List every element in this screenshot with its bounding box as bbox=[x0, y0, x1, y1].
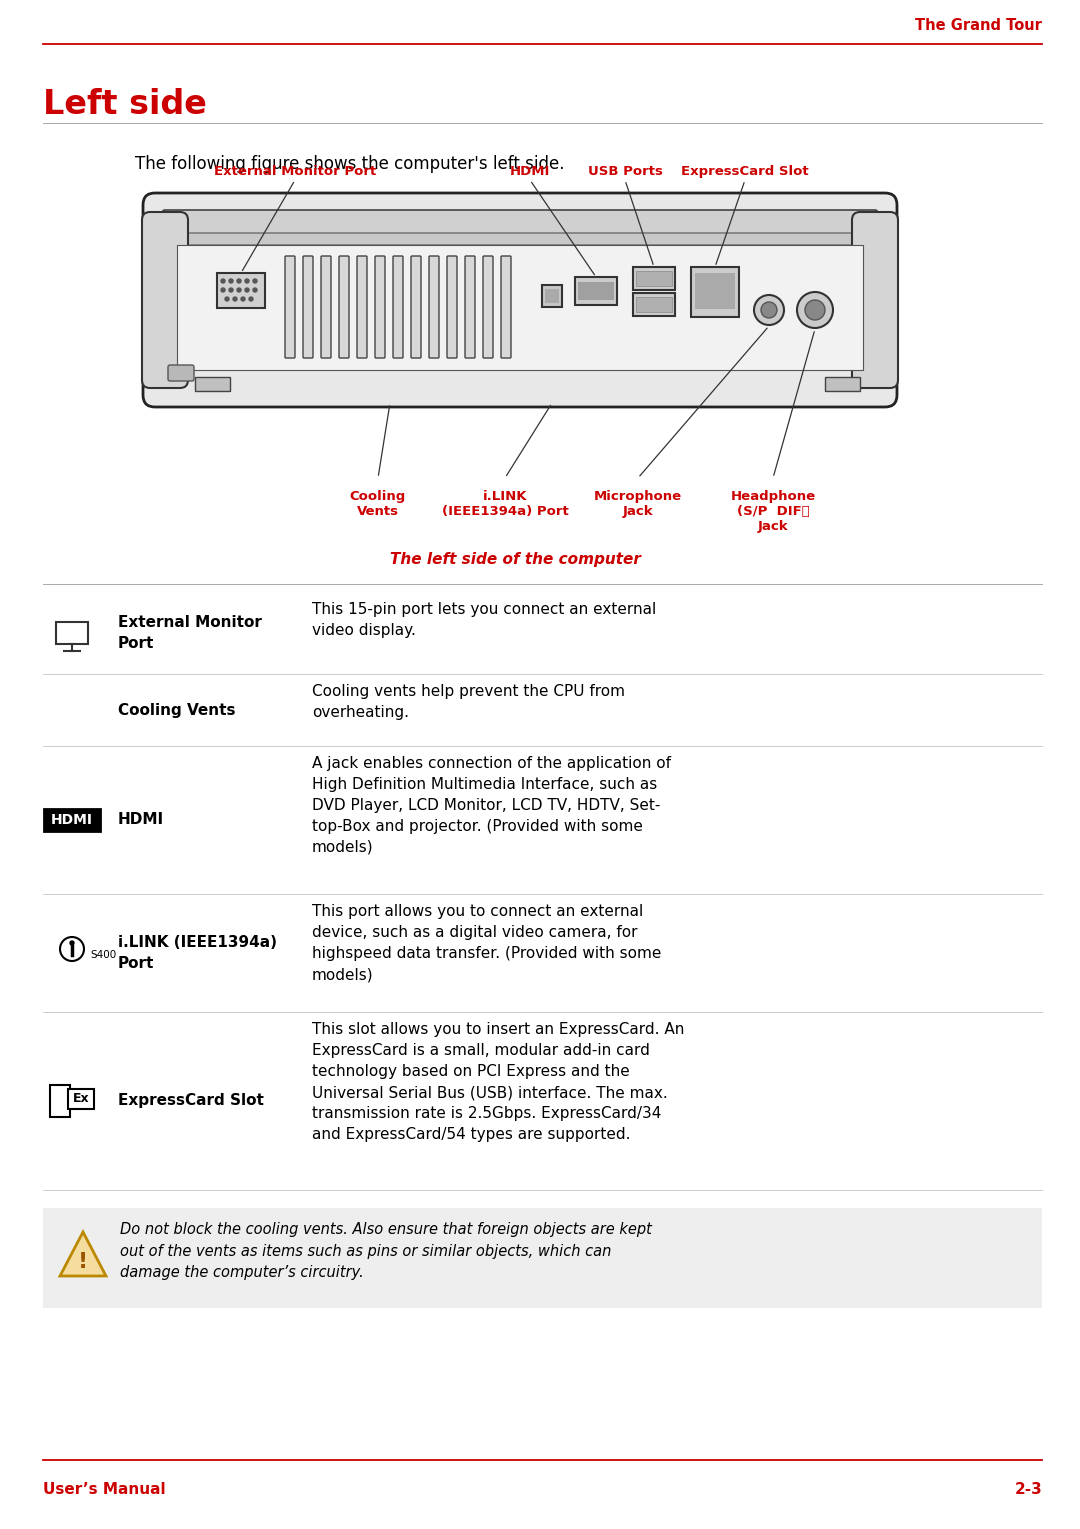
Bar bbox=[578, 281, 615, 300]
Bar bbox=[44, 809, 100, 830]
Bar bbox=[825, 378, 860, 391]
Bar bbox=[636, 297, 672, 312]
Circle shape bbox=[229, 278, 233, 283]
Bar bbox=[696, 274, 735, 309]
Circle shape bbox=[805, 300, 825, 320]
FancyBboxPatch shape bbox=[852, 213, 897, 388]
FancyBboxPatch shape bbox=[483, 255, 492, 358]
Text: This 15-pin port lets you connect an external
video display.: This 15-pin port lets you connect an ext… bbox=[312, 602, 657, 638]
Text: Microphone
Jack: Microphone Jack bbox=[594, 489, 683, 518]
Circle shape bbox=[241, 297, 245, 301]
Text: Cooling Vents: Cooling Vents bbox=[118, 702, 235, 717]
Text: This slot allows you to insert an ExpressCard. An
ExpressCard is a small, modula: This slot allows you to insert an Expres… bbox=[312, 1021, 685, 1142]
Text: 2-3: 2-3 bbox=[1014, 1483, 1042, 1497]
Bar bbox=[68, 1089, 94, 1109]
Text: External Monitor
Port: External Monitor Port bbox=[118, 615, 261, 651]
FancyBboxPatch shape bbox=[303, 255, 313, 358]
Text: Ex: Ex bbox=[72, 1093, 90, 1105]
Bar bbox=[542, 284, 562, 307]
Bar bbox=[195, 378, 230, 391]
Circle shape bbox=[797, 292, 833, 329]
Text: Do not block the cooling vents. Also ensure that foreign objects are kept
out of: Do not block the cooling vents. Also ens… bbox=[120, 1222, 652, 1280]
Text: HDMI: HDMI bbox=[51, 813, 93, 827]
Circle shape bbox=[245, 287, 249, 292]
Bar bbox=[633, 294, 675, 317]
Circle shape bbox=[233, 297, 237, 301]
Bar bbox=[50, 1086, 70, 1118]
FancyBboxPatch shape bbox=[429, 255, 438, 358]
Text: !: ! bbox=[78, 1252, 89, 1272]
Circle shape bbox=[761, 303, 777, 318]
Text: ндмі: ндмі bbox=[72, 818, 76, 820]
Text: Cooling
Vents: Cooling Vents bbox=[350, 489, 406, 518]
Bar bbox=[545, 289, 559, 303]
Circle shape bbox=[249, 297, 253, 301]
Text: The following figure shows the computer's left side.: The following figure shows the computer'… bbox=[135, 154, 565, 173]
Circle shape bbox=[229, 287, 233, 292]
Text: User’s Manual: User’s Manual bbox=[43, 1483, 165, 1497]
Circle shape bbox=[237, 287, 241, 292]
Text: The left side of the computer: The left side of the computer bbox=[390, 552, 640, 567]
Circle shape bbox=[245, 278, 249, 283]
Text: S400: S400 bbox=[90, 950, 117, 960]
Text: HDMI: HDMI bbox=[118, 812, 164, 827]
Text: Left side: Left side bbox=[43, 89, 207, 121]
Text: i.LINK (IEEE1394a)
Port: i.LINK (IEEE1394a) Port bbox=[118, 936, 276, 971]
Bar bbox=[691, 268, 739, 317]
FancyBboxPatch shape bbox=[465, 255, 475, 358]
Text: Cooling vents help prevent the CPU from
overheating.: Cooling vents help prevent the CPU from … bbox=[312, 683, 625, 720]
Circle shape bbox=[225, 297, 229, 301]
Text: i.LINK
(IEEE1394a) Port: i.LINK (IEEE1394a) Port bbox=[442, 489, 568, 518]
FancyBboxPatch shape bbox=[393, 255, 403, 358]
Circle shape bbox=[253, 278, 257, 283]
FancyBboxPatch shape bbox=[143, 193, 897, 407]
Circle shape bbox=[221, 287, 225, 292]
Text: ExpressCard Slot: ExpressCard Slot bbox=[118, 1093, 264, 1109]
Bar bbox=[56, 622, 87, 644]
FancyBboxPatch shape bbox=[162, 209, 878, 234]
Bar bbox=[43, 1208, 1042, 1307]
Bar bbox=[636, 271, 672, 286]
FancyBboxPatch shape bbox=[411, 255, 421, 358]
Circle shape bbox=[221, 278, 225, 283]
Circle shape bbox=[253, 287, 257, 292]
Text: A jack enables connection of the application of
High Definition Multimedia Inter: A jack enables connection of the applica… bbox=[312, 755, 671, 855]
FancyBboxPatch shape bbox=[168, 365, 194, 381]
Circle shape bbox=[754, 295, 784, 326]
FancyBboxPatch shape bbox=[339, 255, 349, 358]
FancyBboxPatch shape bbox=[447, 255, 457, 358]
Text: HDMI: HDMI bbox=[510, 165, 550, 177]
FancyBboxPatch shape bbox=[285, 255, 295, 358]
Text: Headphone
(S/P  DIF）
Jack: Headphone (S/P DIF） Jack bbox=[730, 489, 815, 534]
Circle shape bbox=[60, 937, 84, 962]
Text: ExpressCard Slot: ExpressCard Slot bbox=[681, 165, 809, 177]
Bar bbox=[177, 245, 863, 370]
FancyBboxPatch shape bbox=[163, 232, 877, 245]
FancyBboxPatch shape bbox=[321, 255, 330, 358]
Bar bbox=[575, 277, 617, 304]
Polygon shape bbox=[60, 1232, 106, 1277]
FancyBboxPatch shape bbox=[357, 255, 367, 358]
Text: This port allows you to connect an external
device, such as a digital video came: This port allows you to connect an exter… bbox=[312, 904, 661, 982]
FancyBboxPatch shape bbox=[141, 213, 188, 388]
Circle shape bbox=[70, 940, 75, 945]
Bar bbox=[217, 274, 265, 307]
Text: USB Ports: USB Ports bbox=[588, 165, 662, 177]
Bar bbox=[633, 268, 675, 291]
Text: The Grand Tour: The Grand Tour bbox=[915, 18, 1042, 34]
FancyBboxPatch shape bbox=[501, 255, 511, 358]
Circle shape bbox=[237, 278, 241, 283]
FancyBboxPatch shape bbox=[375, 255, 384, 358]
Text: External Monitor Port: External Monitor Port bbox=[214, 165, 376, 177]
